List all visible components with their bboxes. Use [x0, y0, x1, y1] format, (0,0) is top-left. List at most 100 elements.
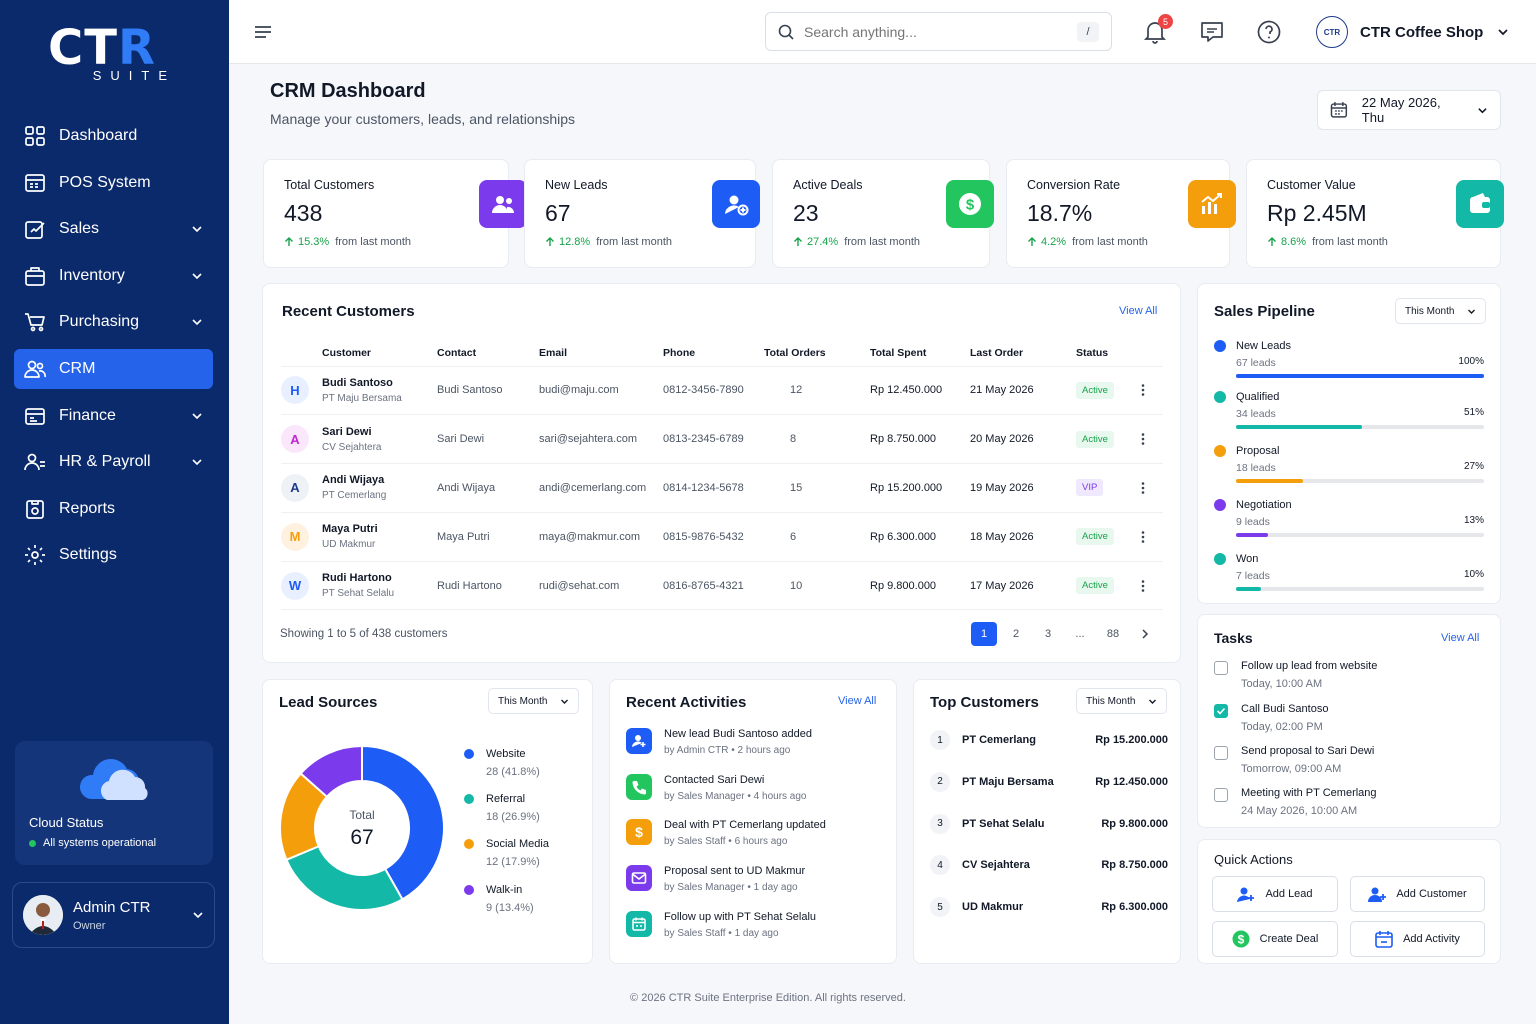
- customer-orders: 15: [764, 463, 870, 513]
- help-icon[interactable]: [1256, 19, 1282, 45]
- customer-contact: Budi Santoso: [437, 366, 539, 416]
- page-title: CRM Dashboard: [270, 80, 426, 102]
- menu-icon[interactable]: [254, 24, 272, 40]
- date-picker[interactable]: 22 May 2026, Thu: [1317, 90, 1501, 130]
- pipeline-stage-qualified: Qualified 34 leads 51%: [1214, 391, 1484, 429]
- sidebar-item-label: CRM: [59, 359, 96, 377]
- task-checkbox[interactable]: [1214, 788, 1228, 802]
- sidebar-item-dashboard[interactable]: Dashboard: [14, 116, 213, 156]
- chevron-down-icon: [1468, 309, 1475, 314]
- view-all-customers-link[interactable]: View All: [1119, 305, 1158, 317]
- sidebar-item-finance[interactable]: Finance: [14, 396, 213, 436]
- customer-email: maya@makmur.com: [539, 512, 663, 562]
- customer-value-icon: [1456, 180, 1504, 228]
- task-checkbox[interactable]: [1214, 746, 1228, 760]
- arrow-up-icon: [546, 237, 554, 246]
- cloud-status-card: Cloud Status All systems operational: [15, 741, 213, 865]
- sidebar-item-pos-system[interactable]: POS System: [14, 163, 213, 203]
- notification-badge: 5: [1158, 14, 1173, 29]
- pos-icon: [25, 173, 45, 192]
- next-page-button[interactable]: [1132, 622, 1158, 646]
- sidebar-item-purchasing[interactable]: Purchasing: [14, 302, 213, 342]
- customer-orders: 12: [764, 366, 870, 416]
- view-all-activities-link[interactable]: View All: [838, 695, 877, 707]
- legend-dot: [464, 794, 474, 804]
- stat-change-suffix: from last month: [596, 236, 673, 248]
- stage-name: New Leads: [1236, 340, 1292, 352]
- activity-item: Follow up with PT Sehat Selalu by Sales S…: [626, 910, 886, 939]
- quick-action-label: Create Deal: [1259, 933, 1319, 945]
- sidebar-item-settings[interactable]: Settings: [14, 535, 213, 575]
- table-row[interactable]: M Maya Putri UD Makmur Maya Putri maya@makmu…: [281, 512, 1163, 562]
- view-all-tasks-link[interactable]: View All: [1441, 632, 1480, 644]
- column-header-total-orders: Total Orders: [764, 340, 870, 367]
- finance-icon: [25, 407, 45, 425]
- add-lead-button[interactable]: Add Lead: [1212, 876, 1338, 912]
- top-customers-period-select[interactable]: This Month: [1076, 688, 1167, 714]
- user-menu[interactable]: Admin CTR Owner: [12, 882, 215, 948]
- phone-icon: [626, 773, 652, 800]
- add-user-icon: [626, 728, 652, 754]
- page-button-1[interactable]: 1: [971, 622, 997, 646]
- pipeline-stage-proposal: Proposal 18 leads 27%: [1214, 445, 1484, 483]
- chevron-down-icon: [192, 273, 202, 279]
- top-customer-row[interactable]: 2 PT Maju Bersama Rp 12.450.000: [930, 771, 1168, 792]
- pipeline-period-select[interactable]: This Month: [1395, 298, 1486, 324]
- top-customer-value: Rp 9.800.000: [1101, 817, 1168, 830]
- add-activity-button[interactable]: Add Activity: [1350, 921, 1485, 957]
- stage-progress-track: [1236, 425, 1484, 429]
- dollar-icon: $: [626, 819, 652, 846]
- create-deal-button[interactable]: $ Create Deal: [1212, 921, 1338, 957]
- sidebar-item-reports[interactable]: Reports: [14, 489, 213, 529]
- chevron-down-icon: [192, 226, 202, 233]
- stage-progress-fill: [1236, 587, 1261, 591]
- sales-pipeline-title: Sales Pipeline: [1214, 303, 1315, 320]
- task-name: Call Budi Santoso: [1241, 703, 1329, 715]
- top-customers-period-value: This Month: [1086, 695, 1136, 707]
- top-customer-row[interactable]: 4 CV Sejahtera Rp 8.750.000: [930, 855, 1168, 876]
- customer-company: CV Sejahtera: [322, 441, 382, 453]
- page-button-2[interactable]: 2: [1012, 628, 1020, 640]
- table-row[interactable]: A Sari Dewi CV Sejahtera Sari Dewi sari@seja…: [281, 414, 1163, 465]
- top-customer-row[interactable]: 5 UD Makmur Rp 6.300.000: [930, 897, 1168, 918]
- stage-percent: 10%: [1463, 569, 1484, 580]
- task-checkbox[interactable]: [1214, 704, 1228, 718]
- add-customer-button[interactable]: Add Customer: [1350, 876, 1485, 912]
- shop-switcher[interactable]: CTR CTR Coffee Shop: [1316, 16, 1509, 48]
- gear-icon: [25, 545, 45, 566]
- sidebar-item-crm[interactable]: CRM: [14, 348, 213, 389]
- stage-dot: [1214, 391, 1226, 403]
- table-row[interactable]: H Budi Santoso PT Maju Bersama Budi Santoso…: [281, 366, 1163, 416]
- more-vertical-icon[interactable]: [1136, 432, 1150, 446]
- sidebar-item-label: Dashboard: [59, 127, 138, 144]
- stat-change-value: 15.3%: [298, 236, 330, 248]
- top-customer-row[interactable]: 1 PT Cemerlang Rp 15.200.000: [930, 730, 1168, 750]
- svg-text:$: $: [1237, 933, 1244, 947]
- page-button-88[interactable]: 88: [1106, 628, 1120, 640]
- customer-phone: 0816-8765-4321: [663, 561, 764, 611]
- stat-change: 12.8% from last month: [545, 236, 672, 248]
- sidebar-item-sales[interactable]: Sales: [14, 209, 213, 249]
- activity-author: by Sales Manager: [664, 790, 745, 802]
- task-checkbox[interactable]: [1214, 661, 1228, 675]
- page-button-3[interactable]: 3: [1044, 628, 1052, 640]
- total-customers-icon: [479, 180, 527, 228]
- sidebar-item-label: Settings: [59, 546, 117, 564]
- more-vertical-icon[interactable]: [1136, 383, 1150, 397]
- activity-meta: by Sales Manager • 4 hours ago: [664, 790, 807, 802]
- table-row[interactable]: A Andi Wijaya PT Cemerlang Andi Wijaya andi@…: [281, 463, 1163, 513]
- stat-change-suffix: from last month: [1312, 236, 1388, 248]
- top-customer-row[interactable]: 3 PT Sehat Selalu Rp 9.800.000: [930, 813, 1168, 834]
- sidebar-item-inventory[interactable]: Inventory: [14, 256, 213, 296]
- message-icon[interactable]: [1199, 19, 1225, 45]
- more-vertical-icon[interactable]: [1136, 579, 1150, 593]
- search-input[interactable]: [804, 23, 1077, 40]
- more-vertical-icon[interactable]: [1136, 530, 1150, 544]
- top-customer-value: Rp 8.750.000: [1101, 859, 1168, 872]
- status-badge: Active: [1076, 381, 1114, 399]
- table-row[interactable]: W Rudi Hartono PT Sehat Selalu Rudi Hartono…: [281, 561, 1163, 611]
- customer-phone: 0814-1234-5678: [663, 463, 764, 513]
- more-vertical-icon[interactable]: [1136, 481, 1150, 495]
- sidebar-item-hr-payroll[interactable]: HR & Payroll: [14, 442, 213, 482]
- lead-sources-period-select[interactable]: This Month: [488, 688, 579, 714]
